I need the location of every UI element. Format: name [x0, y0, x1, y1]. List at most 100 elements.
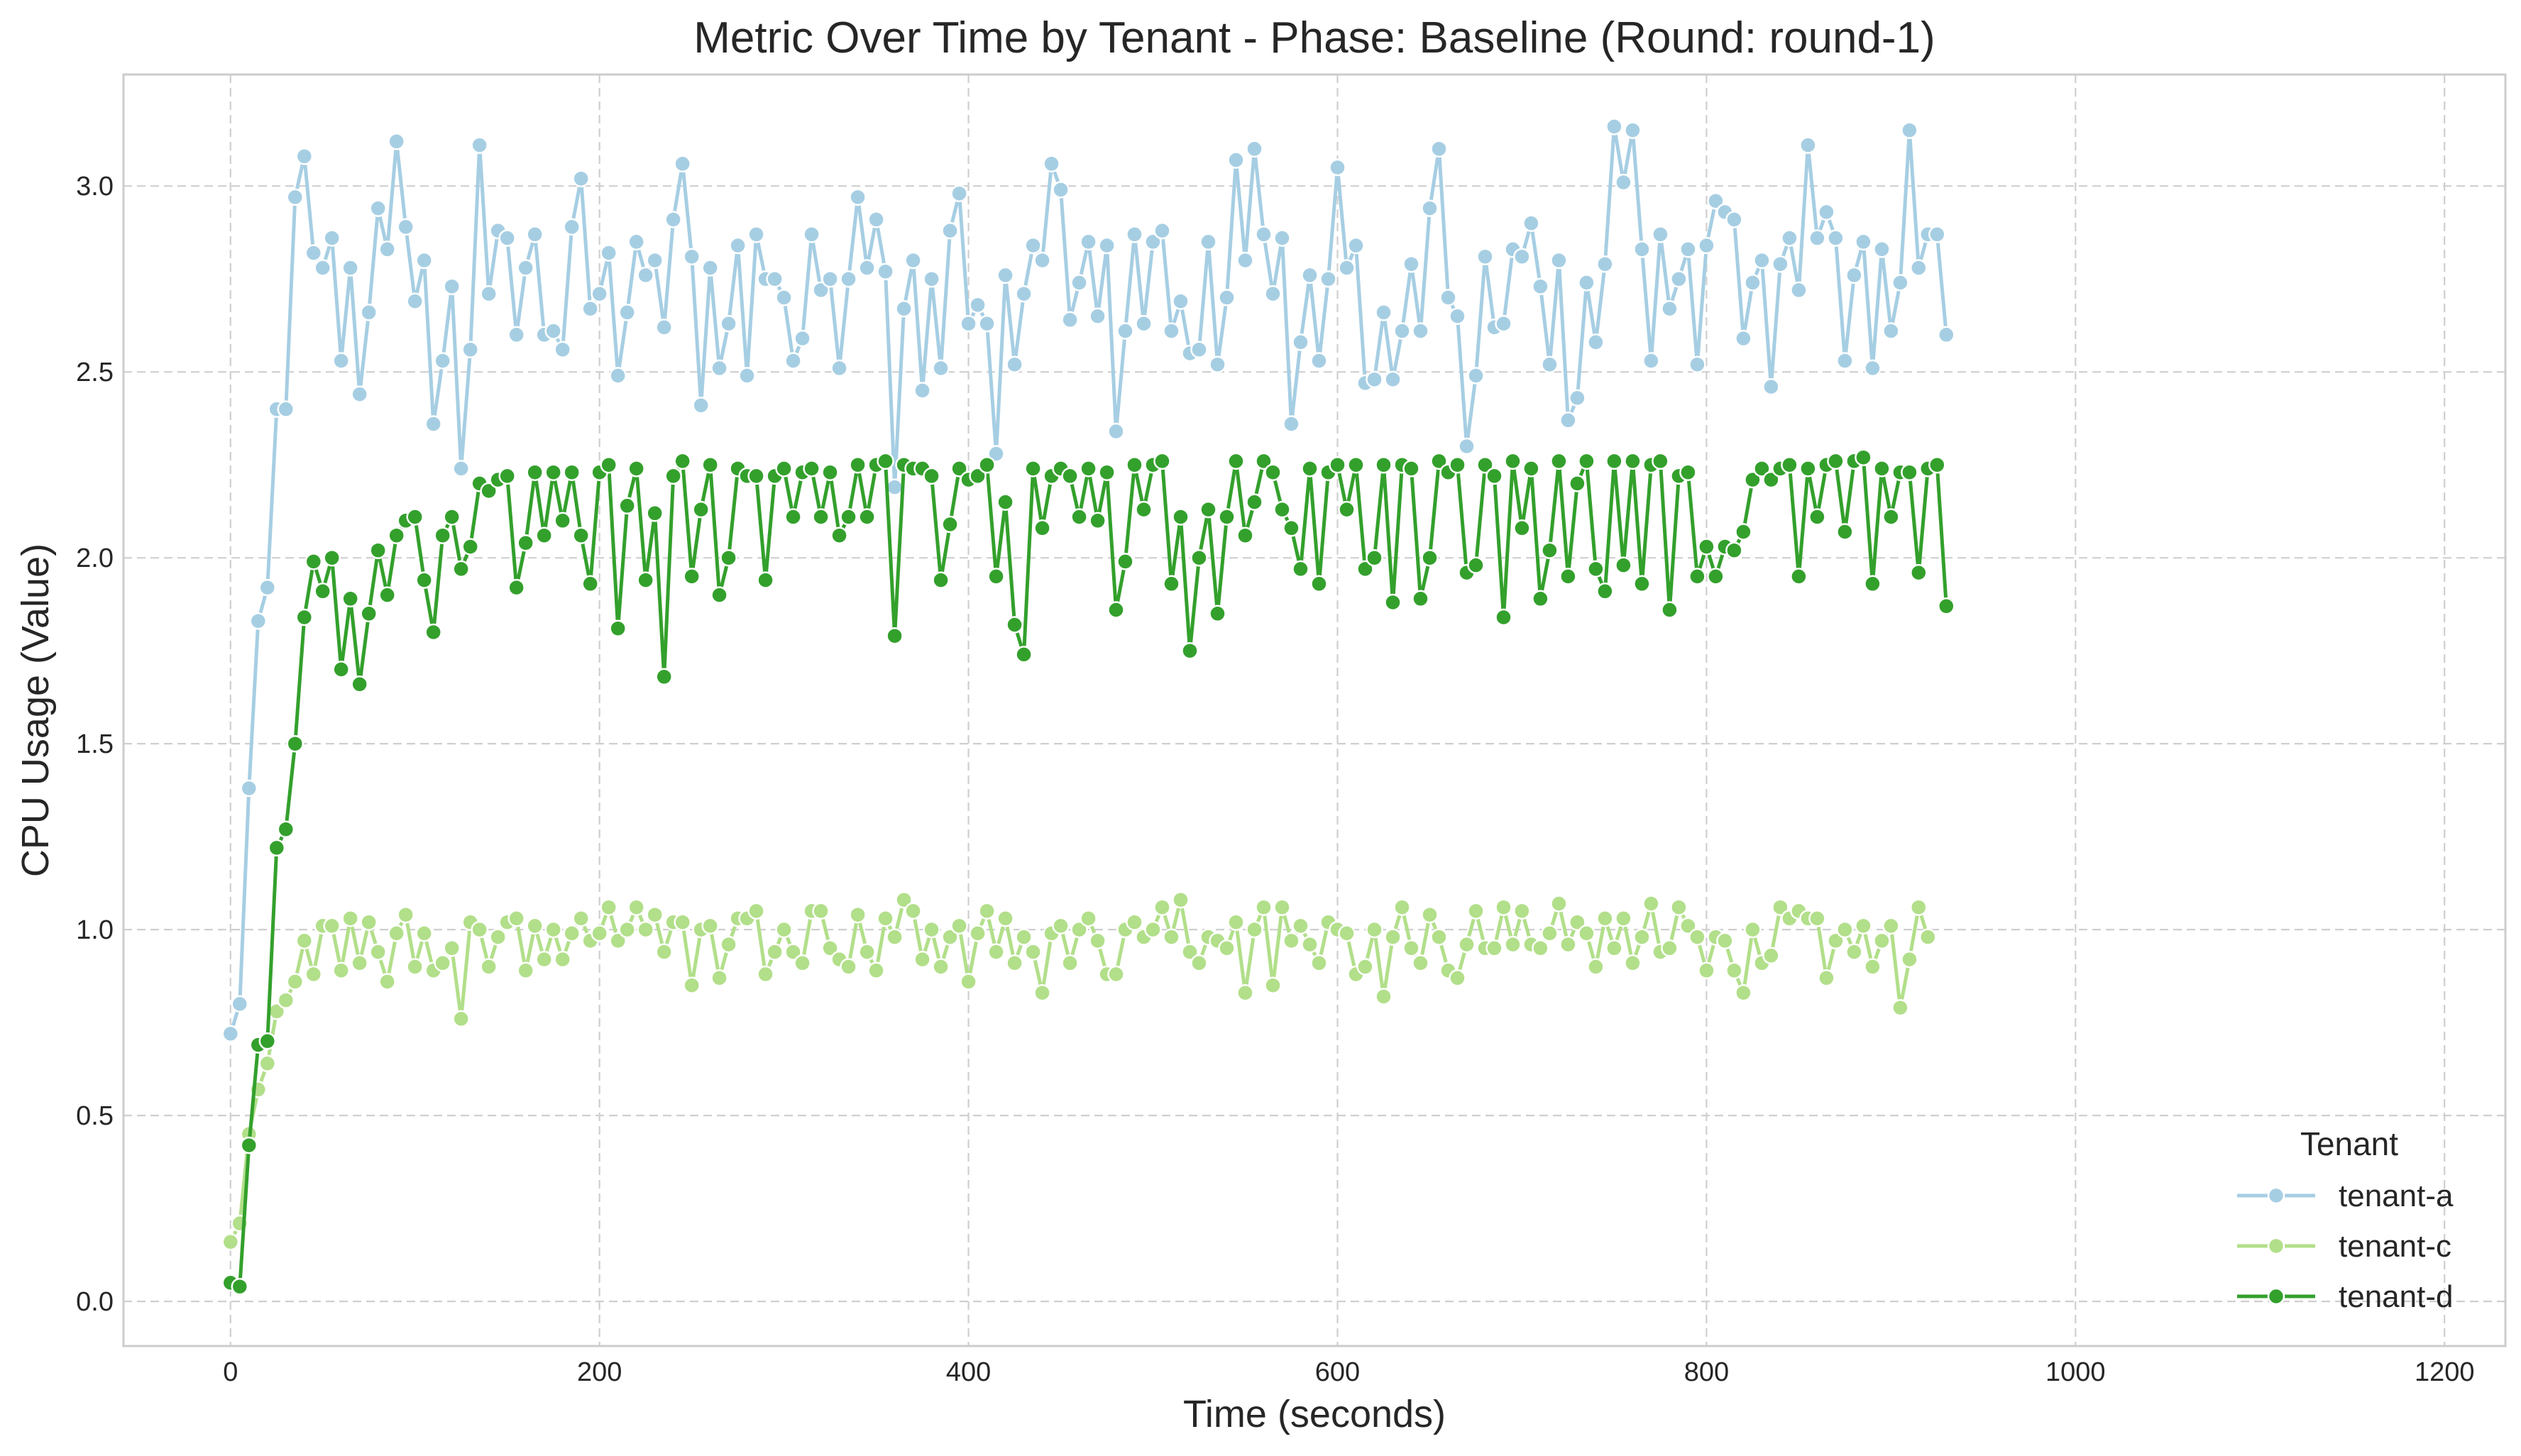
data-point	[554, 950, 571, 969]
data-point	[517, 534, 534, 552]
data-point	[877, 452, 894, 470]
data-point	[766, 270, 784, 288]
data-point	[1356, 958, 1374, 976]
data-point	[1116, 553, 1134, 570]
data-point	[812, 281, 830, 299]
data-point	[812, 902, 830, 920]
data-point	[258, 1032, 277, 1050]
plot-frame	[122, 73, 2507, 1347]
data-point	[1818, 969, 1835, 987]
data-point	[1024, 236, 1042, 255]
data-point	[757, 571, 774, 589]
data-point	[1412, 954, 1429, 972]
data-point	[1762, 947, 1780, 965]
data-point	[1338, 925, 1356, 942]
data-point	[1458, 935, 1476, 954]
data-point	[572, 910, 590, 927]
data-point	[1375, 304, 1393, 321]
data-point	[1661, 601, 1679, 619]
data-point	[1642, 895, 1660, 912]
data-point	[637, 920, 654, 939]
data-point	[1661, 939, 1679, 957]
data-point	[784, 352, 802, 370]
data-point	[323, 229, 341, 247]
data-point	[231, 995, 249, 1013]
data-point	[674, 913, 691, 931]
data-point	[1873, 460, 1891, 478]
data-point	[1033, 519, 1051, 537]
data-point	[507, 326, 525, 344]
data-point	[1485, 467, 1503, 485]
x-tick-label: 400	[946, 1357, 991, 1387]
data-point	[1218, 508, 1236, 526]
data-point	[1578, 452, 1595, 470]
data-point	[480, 285, 498, 303]
data-point	[1578, 925, 1595, 942]
data-point	[1725, 211, 1743, 228]
data-point	[720, 314, 737, 333]
data-point	[1273, 229, 1291, 247]
data-point	[1550, 895, 1568, 912]
data-point	[1264, 463, 1282, 481]
data-point	[1227, 151, 1245, 169]
data-point	[1430, 928, 1448, 946]
data-point	[1310, 954, 1328, 972]
data-point	[1532, 277, 1549, 295]
data-point	[627, 898, 645, 916]
data-point	[1449, 969, 1466, 987]
data-point	[1236, 983, 1254, 1002]
data-point	[581, 299, 599, 318]
data-point	[1504, 452, 1522, 470]
data-point	[978, 314, 996, 333]
data-point	[1246, 140, 1263, 158]
data-point	[858, 943, 876, 961]
data-point	[867, 211, 885, 228]
data-point	[960, 314, 977, 333]
data-point	[775, 289, 793, 307]
y-tick-label: 3.0	[76, 172, 114, 202]
x-axis-label: Time (seconds)	[1183, 1393, 1446, 1435]
data-point	[1144, 233, 1162, 251]
data-point	[1864, 958, 1882, 976]
data-point	[1679, 241, 1697, 258]
data-point	[1467, 367, 1485, 385]
data-point	[1402, 939, 1420, 957]
data-point	[1799, 136, 1817, 154]
data-point	[1615, 556, 1632, 574]
data-point	[618, 920, 636, 939]
data-point	[277, 820, 295, 838]
data-point	[480, 958, 498, 976]
data-point	[1836, 352, 1854, 370]
x-tick-label: 800	[1684, 1357, 1729, 1387]
data-point	[1172, 890, 1190, 909]
data-point	[1781, 456, 1798, 474]
data-point	[572, 170, 590, 187]
data-point	[618, 304, 636, 321]
data-point	[1015, 928, 1033, 946]
data-point	[978, 902, 996, 920]
x-tick-label: 1200	[2415, 1357, 2475, 1387]
data-point	[1605, 118, 1623, 136]
data-point	[304, 244, 323, 262]
data-point	[1347, 236, 1365, 255]
data-point	[877, 910, 894, 927]
data-point	[1891, 274, 1909, 292]
data-point	[332, 961, 350, 980]
data-point	[1384, 370, 1402, 388]
data-point	[867, 961, 885, 980]
data-point	[1227, 913, 1245, 931]
data-point	[1827, 229, 1845, 247]
data-point	[1033, 251, 1051, 270]
data-point	[1781, 229, 1798, 247]
data-point	[1283, 932, 1300, 950]
data-point	[1467, 902, 1485, 920]
data-point	[1292, 333, 1309, 351]
data-point	[1107, 601, 1125, 619]
y-tick-label: 1.5	[76, 729, 114, 759]
data-point	[581, 575, 599, 593]
data-point	[1402, 255, 1420, 273]
data-point	[969, 925, 987, 942]
data-point	[1513, 519, 1531, 537]
data-point	[1605, 452, 1623, 470]
